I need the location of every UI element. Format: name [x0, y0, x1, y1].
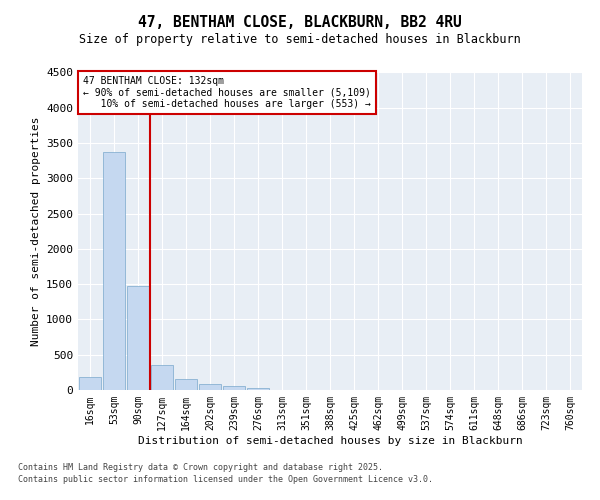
- X-axis label: Distribution of semi-detached houses by size in Blackburn: Distribution of semi-detached houses by …: [137, 436, 523, 446]
- Text: 47, BENTHAM CLOSE, BLACKBURN, BB2 4RU: 47, BENTHAM CLOSE, BLACKBURN, BB2 4RU: [138, 15, 462, 30]
- Bar: [79, 378, 101, 390]
- Bar: [247, 388, 269, 390]
- Text: Contains HM Land Registry data © Crown copyright and database right 2025.: Contains HM Land Registry data © Crown c…: [18, 464, 383, 472]
- Text: 47 BENTHAM CLOSE: 132sqm
← 90% of semi-detached houses are smaller (5,109)
   10: 47 BENTHAM CLOSE: 132sqm ← 90% of semi-d…: [83, 76, 371, 109]
- Y-axis label: Number of semi-detached properties: Number of semi-detached properties: [31, 116, 41, 346]
- Text: Size of property relative to semi-detached houses in Blackburn: Size of property relative to semi-detach…: [79, 32, 521, 46]
- Bar: [151, 366, 173, 390]
- Bar: [127, 286, 149, 390]
- Bar: [103, 152, 125, 390]
- Bar: [175, 379, 197, 390]
- Bar: [199, 384, 221, 390]
- Bar: [223, 386, 245, 390]
- Text: Contains public sector information licensed under the Open Government Licence v3: Contains public sector information licen…: [18, 475, 433, 484]
